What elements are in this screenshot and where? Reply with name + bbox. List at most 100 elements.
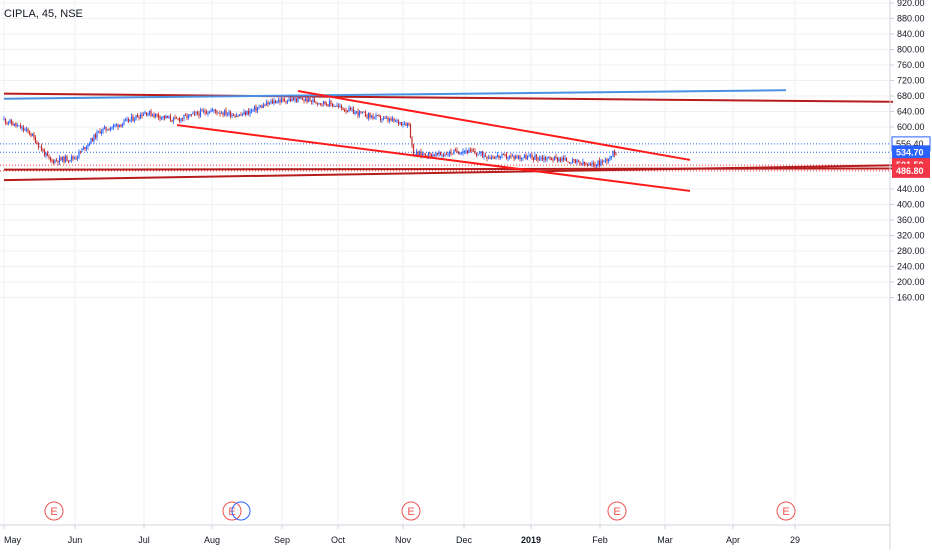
candle-body xyxy=(306,98,308,103)
earnings-marker-circle xyxy=(401,501,421,521)
candle-body xyxy=(187,114,190,118)
candle-body xyxy=(312,99,314,102)
candle-body xyxy=(550,158,553,160)
candle-body xyxy=(411,137,413,145)
candle-body xyxy=(585,164,587,166)
trendline[interactable] xyxy=(3,89,787,100)
horizontal-lines[interactable] xyxy=(0,143,890,172)
candle-body xyxy=(270,101,272,103)
candle-body xyxy=(439,152,442,155)
candle-body xyxy=(273,100,275,104)
candle-body xyxy=(370,115,373,117)
candle-body xyxy=(13,123,16,126)
earnings-marker-icon[interactable]: E xyxy=(607,501,627,521)
candle-body xyxy=(169,116,172,121)
candle-body xyxy=(307,98,310,103)
candle-body xyxy=(387,117,389,121)
candle-body xyxy=(297,96,299,102)
candle-body xyxy=(264,104,266,106)
candle-body xyxy=(94,134,97,138)
candle-body xyxy=(268,102,271,104)
earnings-marker-icon[interactable]: E xyxy=(401,501,421,521)
dividend-marker-icon[interactable] xyxy=(231,501,251,521)
candle-body xyxy=(454,149,457,151)
candle-body xyxy=(51,160,53,161)
candle-body xyxy=(43,150,46,156)
candle-body xyxy=(381,119,383,121)
candle-body xyxy=(226,114,229,115)
candle-body xyxy=(463,151,466,152)
candle-body xyxy=(379,116,382,120)
candle-body xyxy=(144,112,146,115)
candle-body xyxy=(300,98,302,100)
price-label-badge: 534.70 xyxy=(892,145,930,160)
time-tick-label: Sep xyxy=(274,535,290,545)
candle-body xyxy=(246,110,248,115)
candle-body xyxy=(352,108,355,114)
candle-body xyxy=(237,115,239,117)
candle-body xyxy=(415,151,418,156)
candle-body xyxy=(223,110,226,115)
earnings-marker-icon[interactable]: E xyxy=(776,501,796,521)
candle-body xyxy=(34,137,37,144)
candle-body xyxy=(232,114,235,116)
candle-body xyxy=(471,149,473,151)
trendline[interactable] xyxy=(297,89,691,161)
time-tick-label: Nov xyxy=(395,535,412,545)
candle-body xyxy=(600,161,602,166)
candle-body xyxy=(108,129,110,131)
candle-body xyxy=(286,100,289,103)
candle-body xyxy=(22,127,25,131)
candle-body xyxy=(15,123,17,127)
earnings-marker-circle xyxy=(776,501,796,521)
candle-body xyxy=(12,123,14,126)
candle-body xyxy=(511,155,514,157)
candle-body xyxy=(78,151,80,157)
candle-body xyxy=(589,164,592,165)
candle-body xyxy=(316,102,319,104)
earnings-marker-icon[interactable]: E xyxy=(44,501,64,521)
candle-body xyxy=(168,116,170,118)
candle-body xyxy=(249,110,251,114)
price-tick-label: 600.00 xyxy=(897,122,925,132)
trendlines[interactable] xyxy=(3,89,894,192)
candle-body xyxy=(561,158,563,161)
candle-body xyxy=(129,119,131,122)
candle-body xyxy=(346,111,349,113)
candle-body xyxy=(84,147,86,150)
candle-body xyxy=(123,120,125,124)
trendline[interactable] xyxy=(3,92,894,103)
candle-body xyxy=(7,122,10,124)
candle-body xyxy=(528,156,530,157)
candle-body xyxy=(427,152,430,157)
candle-body xyxy=(565,157,568,162)
candle-body xyxy=(96,131,98,138)
candle-body xyxy=(372,115,374,119)
candle-body xyxy=(177,118,179,120)
candle-body xyxy=(474,150,476,153)
candle-body xyxy=(147,113,149,116)
trendline[interactable] xyxy=(176,124,691,192)
dividend-marker-circle xyxy=(231,501,251,521)
candle-body xyxy=(88,143,91,145)
candle-body xyxy=(321,103,323,105)
candle-body xyxy=(220,113,223,114)
candle-body xyxy=(472,150,475,152)
candle-body xyxy=(402,124,404,126)
candle-body xyxy=(438,152,440,155)
candle-body xyxy=(613,150,616,155)
candle-body xyxy=(594,164,596,167)
candle-body xyxy=(492,157,494,159)
candle-body xyxy=(195,112,197,114)
candle-body xyxy=(331,103,334,107)
candle-body xyxy=(118,124,121,128)
trendline[interactable] xyxy=(3,167,894,171)
candle-body xyxy=(373,117,376,119)
candle-body xyxy=(210,110,212,113)
candle-body xyxy=(175,117,178,119)
candle-body xyxy=(334,106,337,108)
candle-body xyxy=(462,151,464,154)
